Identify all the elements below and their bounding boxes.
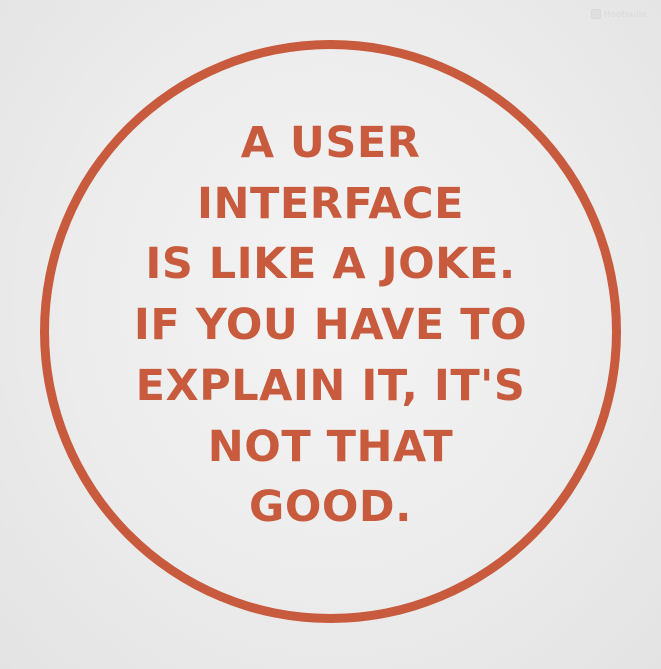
- quote-line: A USER: [240, 118, 421, 168]
- watermark-text: Hootsuite: [603, 9, 647, 19]
- quote-text: A USER INTERFACE IS LIKE A JOKE. IF YOU …: [0, 113, 661, 538]
- owl-logo-icon: [590, 9, 601, 19]
- quote-line: GOOD.: [249, 482, 412, 533]
- quote-line: INTERFACE: [197, 178, 464, 229]
- circle-frame: [40, 40, 621, 623]
- quote-line: EXPLAIN IT, IT'S: [135, 360, 526, 411]
- quote-line: IS LIKE A JOKE.: [145, 239, 516, 290]
- quote-line: IF YOU HAVE TO: [133, 300, 528, 351]
- brand-watermark: Hootsuite: [590, 9, 647, 19]
- quote-line: NOT THAT: [207, 421, 454, 472]
